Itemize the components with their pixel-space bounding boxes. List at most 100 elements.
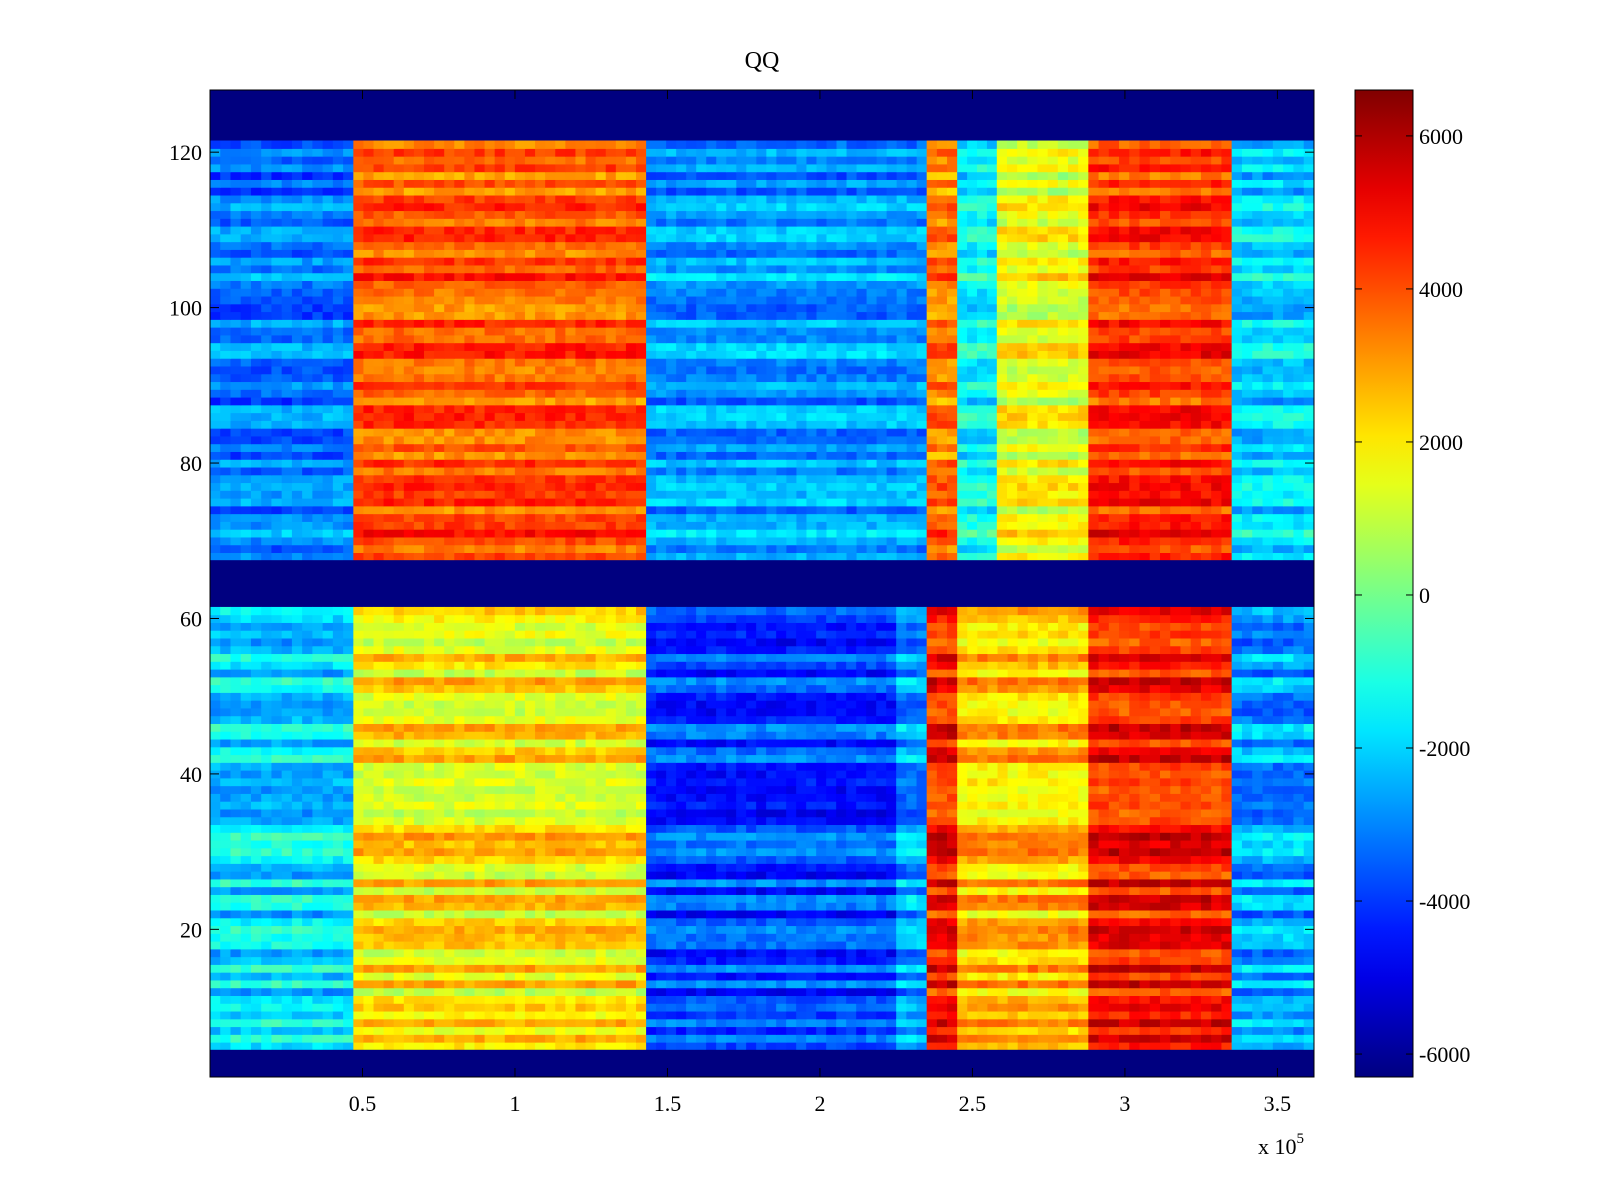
heatmap-cell [504, 358, 516, 367]
heatmap-cell [474, 280, 486, 289]
heatmap-cell [696, 311, 707, 320]
heatmap-cell [786, 505, 798, 515]
heatmap-cell [977, 140, 988, 149]
heatmap-cell [332, 552, 344, 561]
heatmap-cell [353, 435, 365, 445]
heatmap-cell [312, 358, 324, 367]
heatmap-cell [756, 498, 767, 507]
heatmap-cell [816, 544, 828, 554]
heatmap-cell [1139, 521, 1151, 530]
heatmap-cell [766, 327, 777, 336]
heatmap-cell [250, 536, 262, 546]
heatmap-cell [1190, 498, 1202, 507]
heatmap-cell [230, 280, 242, 289]
heatmap-cell [545, 459, 556, 468]
heatmap-cell [1088, 544, 1100, 554]
heatmap-cell [786, 490, 798, 499]
heatmap-cell [977, 264, 988, 274]
heatmap-cell [220, 311, 232, 320]
heatmap-cell [605, 521, 617, 530]
heatmap-cell [210, 187, 221, 196]
heatmap-cell [332, 194, 344, 204]
heatmap-cell [957, 210, 968, 219]
heatmap-cell [996, 148, 1008, 157]
heatmap-cell [776, 194, 787, 204]
heatmap-cell [696, 350, 707, 359]
heatmap-cell [1067, 288, 1079, 297]
heatmap-cell [514, 257, 526, 266]
heatmap-cell [585, 257, 597, 266]
heatmap-cell [444, 202, 455, 212]
heatmap-cell [967, 280, 978, 289]
heatmap-cell [856, 404, 868, 414]
heatmap-cell [1067, 140, 1079, 149]
heatmap-cell [312, 179, 324, 188]
heatmap-cell [936, 389, 948, 398]
heatmap-cell [504, 552, 516, 561]
heatmap-cell [575, 381, 587, 390]
heatmap-cell [605, 474, 617, 484]
heatmap-cell [585, 194, 597, 204]
heatmap-cell [545, 288, 556, 297]
heatmap-cell [343, 365, 354, 375]
heatmap-cell [706, 474, 717, 484]
heatmap-cell [726, 459, 737, 468]
heatmap-cell [332, 257, 344, 266]
heatmap-cell [1017, 529, 1028, 538]
heatmap-cell [240, 194, 252, 204]
heatmap-cell [302, 435, 313, 445]
heatmap-cell [261, 443, 273, 452]
heatmap-cell [957, 303, 968, 313]
heatmap-cell [261, 412, 273, 421]
heatmap-cell [494, 233, 506, 243]
heatmap-cell [291, 466, 303, 476]
heatmap-cell [676, 171, 687, 180]
heatmap-cell [363, 412, 375, 421]
heatmap-cell [312, 435, 324, 445]
heatmap-cell [281, 187, 293, 196]
heatmap-cell [886, 311, 898, 320]
heatmap-cell [656, 482, 667, 491]
heatmap-cell [1149, 536, 1161, 546]
heatmap-cell [1067, 148, 1079, 157]
heatmap-cell [1006, 420, 1018, 429]
heatmap-cell [332, 529, 344, 538]
heatmap-cell [1108, 505, 1120, 515]
heatmap-cell [656, 521, 667, 530]
heatmap-cell [967, 428, 978, 437]
heatmap-cell [696, 435, 707, 445]
heatmap-cell [514, 396, 526, 406]
heatmap-cell [686, 171, 697, 180]
heatmap-cell [756, 202, 767, 212]
heatmap-cell [393, 226, 405, 235]
heatmap-cell [826, 148, 838, 157]
heatmap-cell [535, 210, 546, 219]
heatmap-cell [343, 482, 354, 491]
heatmap-cell [322, 466, 334, 476]
heatmap-cell [926, 435, 938, 445]
heatmap-cell [615, 140, 627, 149]
heatmap-cell [977, 241, 988, 250]
heatmap-cell [424, 342, 435, 351]
heatmap-cell [1211, 498, 1223, 507]
heatmap-cell [1047, 505, 1059, 515]
heatmap-cell [826, 202, 838, 212]
heatmap-cell [836, 482, 848, 491]
heatmap-cell [806, 233, 818, 243]
heatmap-cell [444, 288, 455, 297]
heatmap-cell [403, 202, 415, 212]
heatmap-cell [250, 171, 262, 180]
heatmap-cell [210, 334, 221, 344]
heatmap-cell [494, 420, 506, 429]
heatmap-cell [585, 179, 597, 188]
heatmap-cell [353, 163, 365, 173]
heatmap-cell [996, 210, 1008, 219]
heatmap-cell [250, 163, 262, 173]
heatmap-cell [936, 303, 948, 313]
heatmap-cell [464, 342, 476, 351]
heatmap-cell [766, 365, 777, 375]
heatmap-cell [967, 474, 978, 484]
heatmap-cell [906, 373, 918, 383]
heatmap-cell [1047, 241, 1059, 250]
heatmap-cell [302, 257, 313, 266]
